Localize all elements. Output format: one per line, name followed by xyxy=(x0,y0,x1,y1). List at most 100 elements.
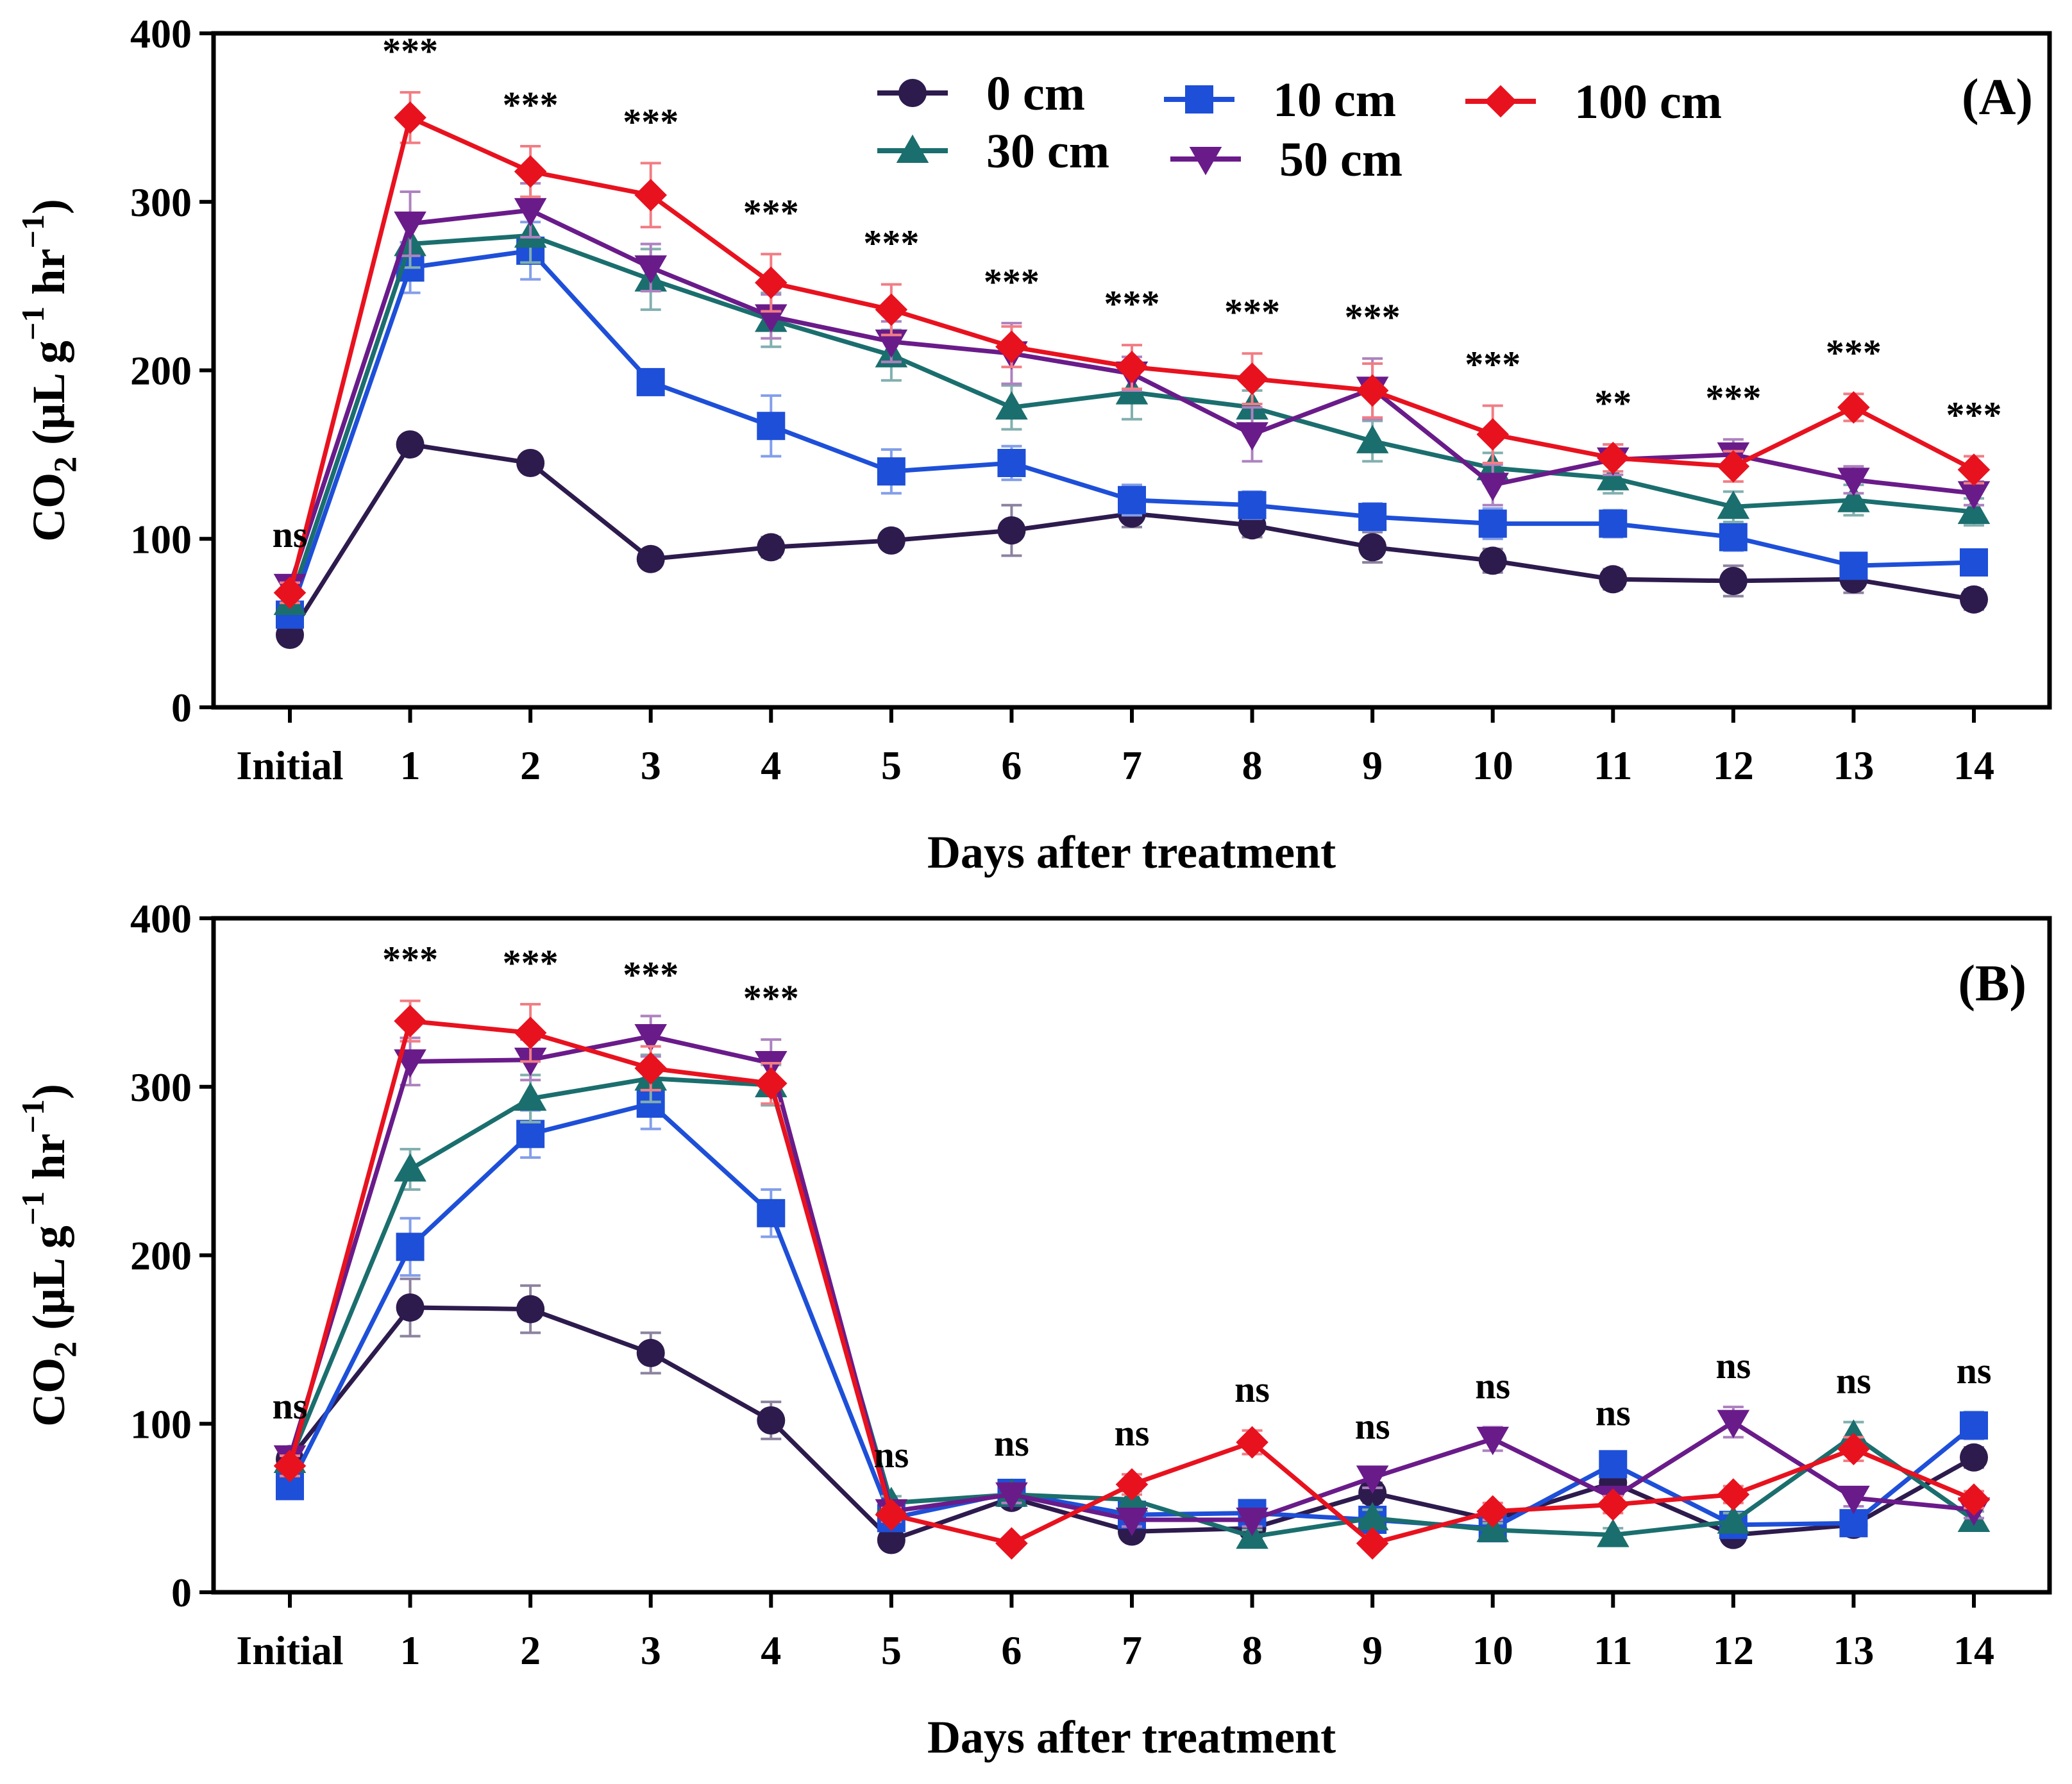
data-point xyxy=(636,544,665,573)
x-tick-label: 9 xyxy=(1362,1628,1383,1673)
data-point xyxy=(1957,481,1991,510)
y-tick-label: 100 xyxy=(130,516,192,562)
data-point xyxy=(995,391,1028,420)
significance-label: ns xyxy=(1355,1406,1390,1447)
data-point xyxy=(636,367,665,396)
data-point xyxy=(1358,533,1387,562)
data-point xyxy=(1599,565,1628,594)
x-tick-label: 6 xyxy=(1001,1628,1022,1673)
legend-label: 30 cm xyxy=(986,124,1109,178)
y-label-unit-open: (μL g xyxy=(23,1225,74,1342)
y-label-sup1: −1 xyxy=(15,307,51,341)
data-point xyxy=(634,178,668,212)
significance-label: *** xyxy=(382,939,438,980)
data-point xyxy=(1476,1513,1510,1542)
y-label-unit-mid: hr xyxy=(23,249,74,307)
data-point xyxy=(1957,1483,1991,1516)
significance-label: ns xyxy=(273,1385,308,1427)
significance-label: ns xyxy=(1715,1345,1751,1386)
data-point xyxy=(514,1082,547,1111)
data-point xyxy=(1719,523,1748,551)
significance-label: *** xyxy=(863,222,919,264)
data-point xyxy=(1960,1443,1988,1472)
data-point xyxy=(273,576,307,609)
data-point xyxy=(514,198,547,227)
y-tick-label: 0 xyxy=(171,685,192,730)
significance-label: ns xyxy=(873,1434,909,1476)
data-point xyxy=(995,1527,1028,1560)
x-tick-label: 11 xyxy=(1594,743,1632,788)
y-label-main: CO xyxy=(23,1358,74,1427)
significance-label: *** xyxy=(743,977,799,1019)
y-tick-label: 400 xyxy=(130,896,192,941)
data-point xyxy=(754,266,788,299)
x-tick-label: 10 xyxy=(1472,1628,1513,1673)
y-tick-label: 300 xyxy=(130,1065,192,1110)
data-point xyxy=(394,1004,426,1038)
data-point xyxy=(877,457,905,486)
data-point xyxy=(1717,1410,1750,1438)
data-point xyxy=(1236,1508,1268,1536)
data-point xyxy=(1837,1433,1870,1465)
x-tick-label: 13 xyxy=(1833,1628,1874,1673)
data-point xyxy=(1837,467,1870,496)
y-label-unit-close: ) xyxy=(23,1084,74,1099)
data-point xyxy=(757,412,786,441)
data-point xyxy=(1356,425,1389,453)
y-tick-label: 400 xyxy=(130,11,192,56)
x-tick-label: 3 xyxy=(641,743,661,788)
legend-marker xyxy=(1185,85,1213,114)
data-point xyxy=(394,211,426,240)
significance-label: ns xyxy=(1596,1392,1631,1434)
x-tick-label: 5 xyxy=(881,743,902,788)
data-point xyxy=(1837,1485,1870,1515)
data-point xyxy=(1118,485,1146,514)
y-axis-label: CO2 (μL g−1 hr−1) xyxy=(15,1084,83,1427)
x-tick-label: 5 xyxy=(881,1628,902,1673)
panel-label: (A) xyxy=(1962,69,2033,126)
series-10-cm xyxy=(276,221,1988,629)
data-point xyxy=(516,1295,545,1324)
x-tick-label: 1 xyxy=(400,1628,421,1673)
significance-label: ns xyxy=(273,514,308,555)
x-tick-label: 10 xyxy=(1472,743,1513,788)
data-point xyxy=(1356,1502,1389,1531)
data-point xyxy=(273,1449,307,1483)
data-point xyxy=(757,1199,786,1227)
series-100-cm xyxy=(273,90,1991,609)
significance-label: *** xyxy=(743,192,799,233)
significance-label: *** xyxy=(503,942,559,984)
y-label-unit-close: ) xyxy=(23,199,74,214)
data-point xyxy=(396,430,425,459)
x-tick-label: 7 xyxy=(1122,743,1142,788)
data-point xyxy=(1599,509,1628,538)
data-point xyxy=(877,1526,905,1554)
x-tick-label: 1 xyxy=(400,743,421,788)
data-point xyxy=(1596,441,1630,475)
legend: 0 cm 10 cm 30 cm 50 cm 100 cm xyxy=(877,67,1722,187)
data-point xyxy=(1960,585,1988,614)
y-label-sub: 2 xyxy=(47,457,83,473)
data-point xyxy=(1719,566,1748,595)
data-point xyxy=(514,155,547,188)
data-point xyxy=(396,1233,425,1261)
data-point xyxy=(394,1153,426,1182)
data-point xyxy=(1115,1468,1149,1501)
x-tick-label: 13 xyxy=(1833,743,1874,788)
data-point xyxy=(1236,391,1268,420)
x-tick-label: 8 xyxy=(1242,743,1263,788)
data-point xyxy=(1717,450,1750,483)
data-point xyxy=(1476,473,1510,501)
x-axis-label: Days after treatment xyxy=(927,827,1336,878)
data-point xyxy=(1837,484,1870,512)
legend-marker xyxy=(1484,85,1517,118)
legend-item: 50 cm xyxy=(1170,133,1402,187)
y-label-unit-open: (μL g xyxy=(23,341,74,457)
legend-label: 100 cm xyxy=(1574,75,1722,129)
x-tick-label: 2 xyxy=(520,743,541,788)
panel-label: (B) xyxy=(1958,955,2026,1012)
data-point xyxy=(1236,1426,1268,1459)
